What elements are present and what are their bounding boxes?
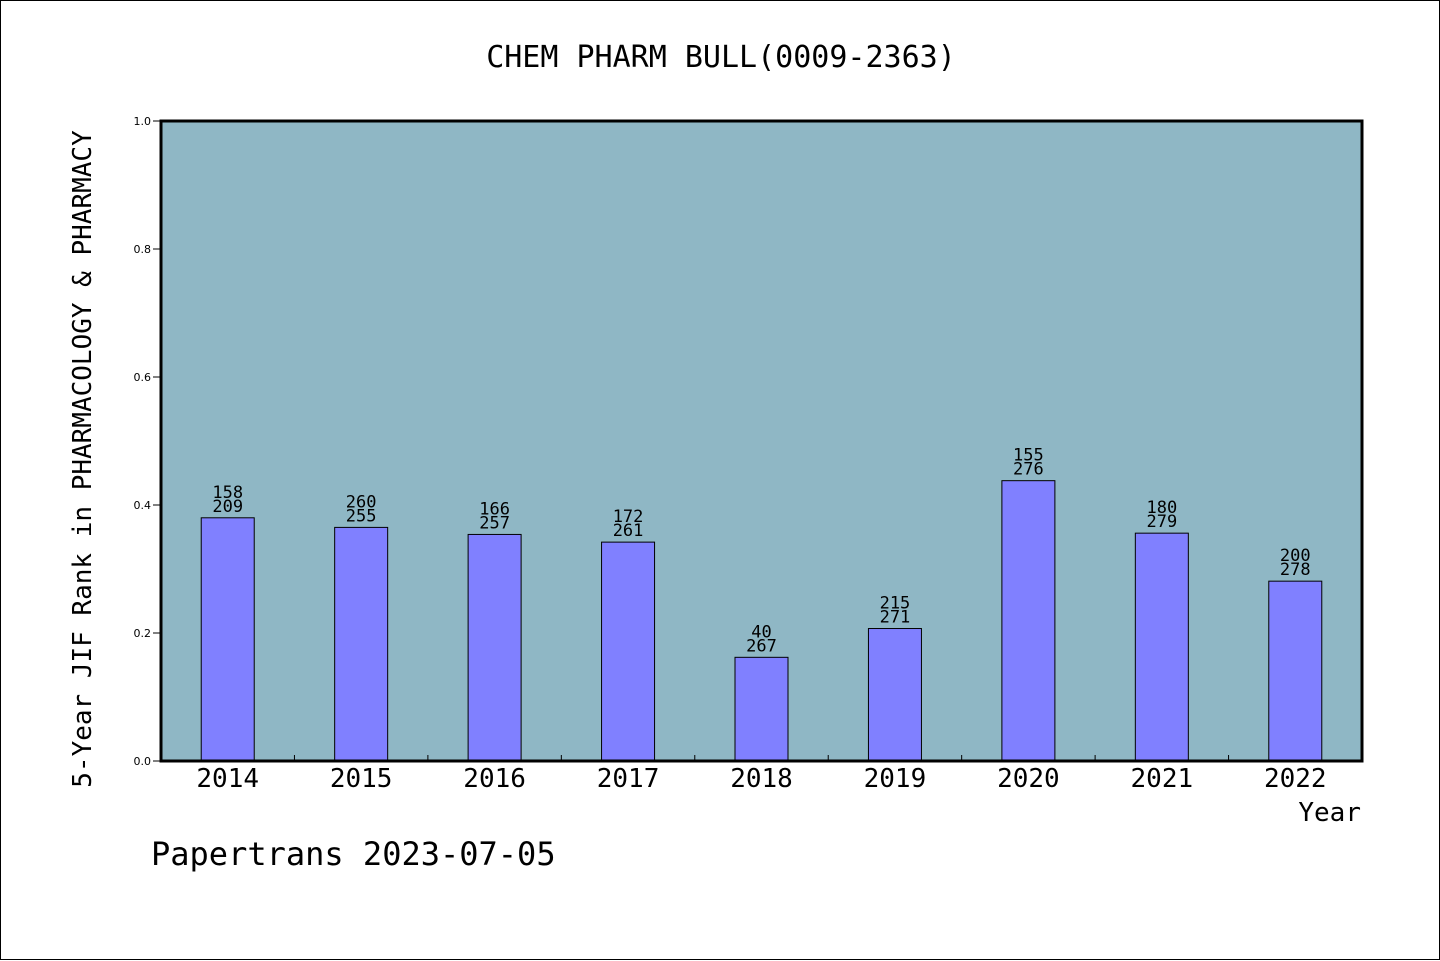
rank-label-2015: 260 [346, 492, 377, 512]
total-label-2018: 267 [746, 636, 777, 656]
bar-2019 [867, 628, 922, 762]
y-axis-label: 5-Year JIF Rank in PHARMACOLOGY & PHARMA… [68, 130, 98, 788]
total-label-2021: 279 [1146, 512, 1177, 532]
y-tick-label: 0.2 [134, 627, 152, 640]
bar-2016 [467, 533, 522, 762]
x-axis-label: Year [1298, 798, 1361, 828]
y-axis: 0.0 0.2 0.4 0.6 0.8 1.0 [134, 115, 161, 768]
bar-2021 [1134, 532, 1189, 762]
total-label-2020: 276 [1013, 460, 1044, 480]
y-tick-label: 0.0 [134, 755, 152, 768]
rank-label-2016: 166 [479, 499, 510, 519]
x-tick-label-2022: 2022 [1264, 764, 1327, 794]
y-tick-label: 1.0 [134, 115, 152, 128]
bar-2017 [601, 541, 656, 762]
x-tick-label-2016: 2016 [463, 764, 526, 794]
x-tick-label-2018: 2018 [730, 764, 793, 794]
rank-label-2018: 40 [751, 622, 771, 642]
bar-2022 [1268, 580, 1323, 762]
x-axis: 2014 2015 2016 2017 2018 2019 2020 2021 2022 [196, 755, 1327, 794]
total-label-2016: 257 [479, 513, 510, 533]
x-tick-label-2017: 2017 [597, 764, 660, 794]
chart-title: CHEM PHARM BULL(0009-2363) [486, 40, 956, 75]
total-label-2017: 261 [613, 521, 644, 541]
bar-2015 [334, 526, 389, 762]
total-label-2022: 278 [1280, 560, 1311, 580]
total-label-2014: 209 [212, 497, 243, 517]
y-tick-label: 0.4 [134, 499, 152, 512]
rank-label-2019: 215 [880, 594, 911, 614]
x-tick-label-2021: 2021 [1131, 764, 1194, 794]
x-tick-label-2019: 2019 [864, 764, 927, 794]
rank-label-2022: 200 [1280, 546, 1311, 566]
bar-2014 [200, 517, 255, 762]
rank-label-2014: 158 [212, 483, 243, 503]
x-tick-label-2014: 2014 [196, 764, 259, 794]
bar-2020 [1001, 480, 1056, 762]
bar-2018 [734, 656, 789, 762]
bars-group [200, 480, 1323, 762]
total-label-2019: 271 [880, 608, 911, 628]
rank-label-2021: 180 [1146, 498, 1177, 518]
x-tick-label-2020: 2020 [997, 764, 1060, 794]
rank-label-2017: 172 [613, 507, 644, 527]
y-tick-label: 0.8 [134, 243, 152, 256]
total-label-2015: 255 [346, 506, 377, 526]
plot-border [159, 119, 1364, 763]
watermark-text: Papertrans 2023-07-05 [151, 835, 556, 873]
rank-label-2020: 155 [1013, 446, 1044, 466]
y-tick-label: 0.6 [134, 371, 152, 384]
x-tick-label-2015: 2015 [330, 764, 393, 794]
